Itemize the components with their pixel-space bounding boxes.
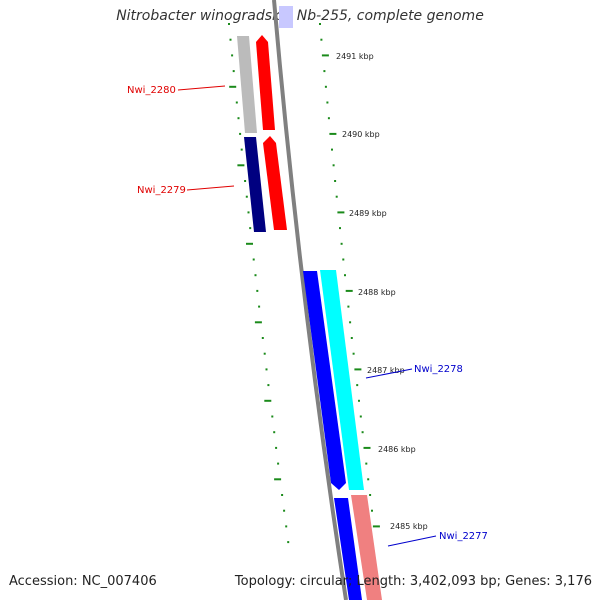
leader-line-nwi-2280 [177, 85, 226, 91]
scale-label-2487: 2487 kbp [367, 366, 405, 375]
gene-label-nwi-2278: Nwi_2278 [414, 364, 463, 375]
gene-block-red-upper [256, 35, 275, 130]
scale-label-2485: 2485 kbp [390, 522, 428, 531]
gene-labels: Nwi_2280 Nwi_2279 Nwi_2278 Nwi_2277 [127, 85, 488, 547]
outer-scale-ticks [228, 23, 290, 544]
gene-label-nwi-2279: Nwi_2279 [137, 185, 186, 196]
gene-block-navy [244, 137, 266, 232]
leader-line-nwi-2278 [365, 368, 413, 379]
position-marker [279, 6, 293, 28]
genome-summary-text: Topology: circular; Length: 3,402,093 bp… [234, 574, 592, 589]
accession-text: Accession: NC_007406 [9, 574, 157, 589]
scale-label-2486: 2486 kbp [378, 445, 416, 454]
scale-label-2491: 2491 kbp [336, 52, 374, 61]
gene-block-cyan [320, 270, 364, 490]
scale-label-2488: 2488 kbp [358, 288, 396, 297]
gene-label-nwi-2280: Nwi_2280 [127, 85, 176, 96]
genome-backbone [272, 0, 348, 600]
leader-line-nwi-2279 [186, 185, 235, 191]
gene-block-salmon [351, 495, 382, 600]
scale-labels: 2491 kbp 2490 kbp 2489 kbp 2488 kbp 2487… [336, 52, 428, 531]
scale-label-2490: 2490 kbp [342, 130, 380, 139]
gene-block-blue [303, 271, 346, 490]
inner-scale-ticks [319, 23, 380, 528]
gene-block-gray [237, 36, 257, 133]
map-title: Nitrobacter winogradskyi Nb-255, complet… [116, 8, 484, 24]
scale-label-2489: 2489 kbp [349, 209, 387, 218]
leader-line-nwi-2277 [387, 535, 437, 547]
gene-block-blue-bottom [334, 498, 362, 600]
gene-label-nwi-2277: Nwi_2277 [439, 531, 488, 542]
gene-block-red-lower [263, 136, 287, 230]
